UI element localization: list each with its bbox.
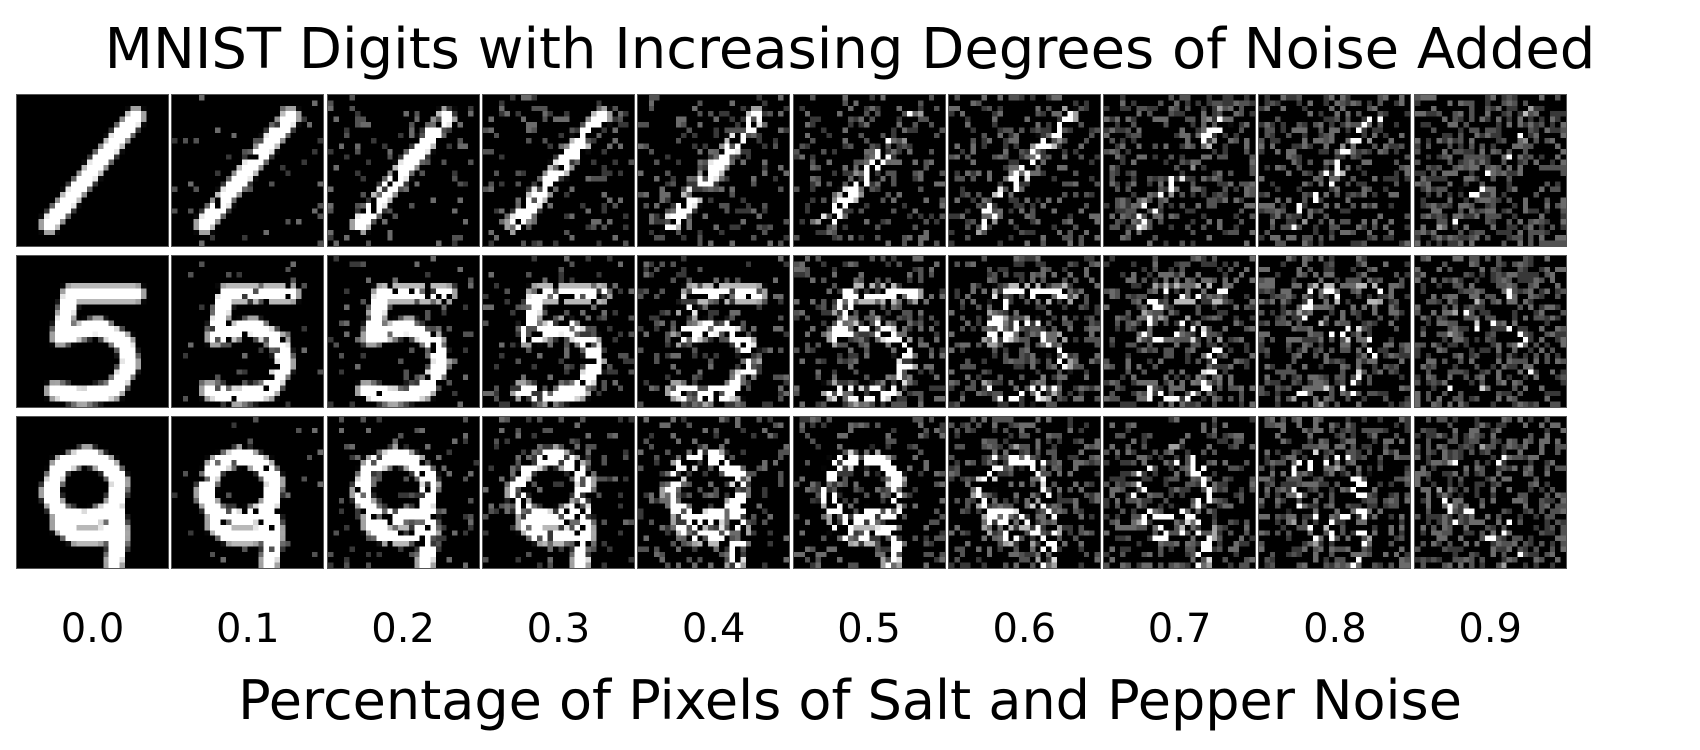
noise-level-label: 0.1 [215,606,280,652]
digit-5-noise-0.1 [171,255,325,408]
digit-9-noise-0.3 [481,416,635,569]
x-axis-label: Percentage of Pixels of Salt and Pepper … [238,669,1462,732]
digit-image [793,417,945,568]
digit-1-noise-0.6 [947,94,1101,247]
digit-image [948,95,1100,246]
digit-image [172,95,324,246]
digit-image [17,417,168,568]
noise-level-label: 0.9 [1458,606,1522,652]
digit-image [1104,95,1256,246]
digit-image [482,417,634,568]
digit-image [638,256,790,407]
digit-image [172,256,324,407]
digit-5-noise-0.3 [481,255,635,408]
digit-1-noise-0.5 [792,94,946,247]
digit-1-noise-0.1 [171,94,325,247]
digit-9-noise-0.9 [1413,416,1567,569]
noise-level-label: 0.6 [992,606,1057,652]
digit-9-noise-0.7 [1103,416,1257,569]
digit-1-noise-0.3 [481,94,635,247]
digit-1-noise-0.0 [16,94,169,247]
digit-1-noise-0.7 [1103,94,1257,247]
digit-5-noise-0.0 [16,255,169,408]
digit-9-noise-0.1 [171,416,325,569]
digit-image [327,95,479,246]
noise-level-label: 0.7 [1147,606,1212,652]
digit-image [1259,417,1411,568]
digit-image [948,417,1100,568]
digit-5-noise-0.2 [326,255,480,408]
digit-image [1259,256,1411,407]
digit-9-noise-0.6 [947,416,1101,569]
digit-5-noise-0.7 [1103,255,1257,408]
digit-1-noise-0.4 [637,94,791,247]
digit-image [1414,95,1566,246]
digit-9-noise-0.0 [16,416,169,569]
digit-1-noise-0.2 [326,94,480,247]
digit-5-noise-0.6 [947,255,1101,408]
noise-level-label: 0.2 [371,606,435,652]
digit-image [1259,95,1411,246]
digit-image [172,417,324,568]
digit-image [638,417,790,568]
digit-5-noise-0.4 [637,255,791,408]
figure-title: MNIST Digits with Increasing Degrees of … [104,17,1596,82]
digit-9-noise-0.5 [792,416,946,569]
noise-level-label: 0.4 [681,606,746,652]
digit-1-noise-0.9 [1413,94,1567,247]
digit-image [17,256,168,407]
digit-image [638,95,790,246]
digit-image [1414,417,1566,568]
digit-5-noise-0.5 [792,255,946,408]
digit-image [327,256,479,407]
digit-9-noise-0.8 [1258,416,1412,569]
digit-image [482,256,634,407]
digit-9-noise-0.2 [326,416,480,569]
digit-image-grid [16,94,1688,604]
digit-image [1414,256,1566,407]
digit-image [793,256,945,407]
digit-5-noise-0.9 [1413,255,1567,408]
digit-image [17,95,168,246]
digit-5-noise-0.8 [1258,255,1412,408]
noise-level-label: 0.5 [837,606,901,652]
noise-level-label: 0.0 [60,606,125,652]
digit-image [327,417,479,568]
digit-image [482,95,634,246]
digit-image [1104,417,1256,568]
noise-level-label: 0.8 [1303,606,1367,652]
digit-1-noise-0.8 [1258,94,1412,247]
digit-9-noise-0.4 [637,416,791,569]
digit-image [1104,256,1256,407]
noise-level-label: 0.3 [526,606,591,652]
digit-image [948,256,1100,407]
digit-image [793,95,945,246]
